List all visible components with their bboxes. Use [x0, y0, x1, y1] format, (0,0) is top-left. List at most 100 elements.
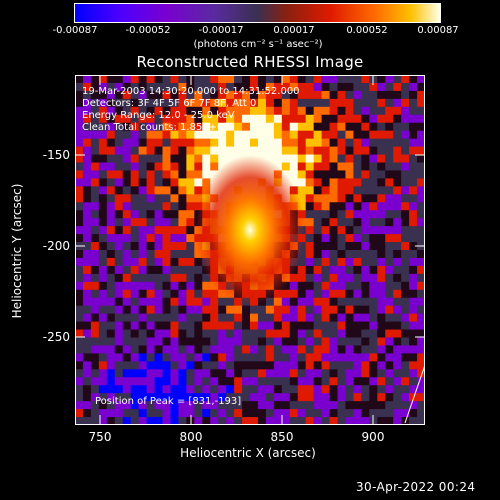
- heatmap-cell: [242, 353, 251, 362]
- heatmap-cell: [218, 353, 227, 362]
- heatmap-cell: [321, 250, 331, 259]
- heatmap-cell: [162, 154, 172, 164]
- heatmap-cell: [377, 265, 386, 275]
- heatmap-cell: [170, 226, 179, 235]
- heatmap-cell: [226, 361, 235, 370]
- heatmap-cell: [417, 321, 425, 331]
- heatmap-cell: [337, 162, 347, 172]
- heatmap-cell: [401, 305, 410, 315]
- heatmap-cell: [178, 305, 187, 315]
- heatmap-cell: [90, 226, 100, 235]
- heatmap-cell: [297, 313, 307, 323]
- heatmap-cell: [122, 321, 132, 331]
- heatmap-cell: [313, 345, 323, 354]
- heatmap-cell: [194, 353, 203, 362]
- heatmap-cell: [154, 353, 164, 362]
- heatmap-cell: [146, 337, 156, 347]
- heatmap-cell: [90, 401, 100, 410]
- peak-position-label: Position of Peak = [831,-193]: [95, 396, 242, 407]
- heatmap-cell: [345, 257, 354, 267]
- heatmap-cell: [361, 98, 370, 108]
- heatmap-cell: [90, 122, 100, 132]
- heatmap-cell: [273, 393, 283, 402]
- heatmap-cell: [377, 106, 386, 116]
- heatmap-cell: [98, 353, 108, 362]
- heatmap-cell: [122, 377, 132, 386]
- heatmap-cell: [234, 377, 243, 386]
- heatmap-cell: [138, 337, 148, 347]
- heatmap-cell: [75, 202, 84, 211]
- heatmap-cell: [393, 313, 402, 323]
- heatmap-cell: [162, 82, 172, 92]
- heatmap-cell: [313, 273, 323, 283]
- heatmap-cell: [329, 281, 339, 291]
- heatmap-cell: [250, 313, 259, 323]
- heatmap-cell: [218, 90, 227, 100]
- heatmap-cell: [257, 353, 267, 362]
- heatmap-cell: [130, 265, 140, 275]
- heatmap-cell: [361, 82, 370, 92]
- heatmap-cell: [329, 226, 339, 235]
- heatmap-cell: [178, 369, 187, 378]
- heatmap-cell: [218, 130, 227, 140]
- heatmap-cell: [281, 377, 291, 386]
- heatmap-cell: [154, 250, 164, 259]
- heatmap-cell: [194, 281, 203, 291]
- heatmap-cell: [417, 273, 425, 283]
- heatmap-cell: [90, 194, 100, 203]
- heatmap-cell: [345, 345, 354, 354]
- heatmap-cell: [369, 289, 378, 299]
- heatmap-cell: [98, 385, 108, 394]
- heatmap-cell: [377, 186, 386, 195]
- heatmap-cell: [226, 385, 235, 394]
- heatmap-cell: [90, 218, 100, 227]
- heatmap-cell: [170, 194, 179, 203]
- heatmap-cell: [385, 297, 394, 307]
- heatmap-cell: [146, 353, 156, 362]
- heatmap-cell: [313, 393, 323, 402]
- heatmap-cell: [138, 138, 148, 148]
- heatmap-cell: [361, 297, 370, 307]
- heatmap-cell: [202, 146, 211, 156]
- heatmap-cell: [162, 122, 172, 132]
- heatmap-cell: [194, 401, 203, 410]
- heatmap-cell: [170, 265, 179, 275]
- heatmap-cell: [218, 106, 227, 116]
- heatmap-cell: [186, 250, 195, 259]
- heatmap-cell: [82, 393, 92, 402]
- heatmap-cell: [122, 138, 132, 148]
- heatmap-cell: [337, 345, 347, 354]
- heatmap-cell: [98, 106, 108, 116]
- heatmap-cell: [106, 361, 116, 370]
- heatmap-cell: [401, 138, 410, 148]
- heatmap-cell: [329, 337, 339, 347]
- heatmap-cell: [242, 401, 251, 410]
- heatmap-cell: [98, 194, 108, 203]
- heatmap-cell: [385, 154, 394, 164]
- heatmap-cell: [385, 281, 394, 291]
- heatmap-cell: [297, 162, 307, 172]
- heatmap-cell: [90, 345, 100, 354]
- heatmap-cell: [106, 273, 116, 283]
- heatmap-cell: [273, 297, 283, 307]
- heatmap-cell: [273, 369, 283, 378]
- heatmap-cell: [353, 345, 362, 354]
- heatmap-cell: [130, 281, 140, 291]
- heatmap-cell: [146, 218, 156, 227]
- heatmap-cell: [417, 250, 425, 259]
- heatmap-cell: [273, 146, 283, 156]
- heatmap-cell: [281, 146, 291, 156]
- heatmap-cell: [385, 75, 394, 84]
- heatmap-cell: [75, 210, 84, 219]
- heatmap-cell: [305, 130, 315, 140]
- heatmap-cell: [361, 281, 370, 291]
- heatmap-cell: [90, 250, 100, 259]
- heatmap-cell: [75, 138, 84, 148]
- heatmap-cell: [401, 273, 410, 283]
- heatmap-cell: [218, 337, 227, 347]
- heatmap-cell: [353, 98, 362, 108]
- heatmap-cell: [281, 154, 291, 164]
- heatmap-cell: [273, 417, 283, 425]
- heatmap-cell: [98, 361, 108, 370]
- heatmap-cell: [106, 162, 116, 172]
